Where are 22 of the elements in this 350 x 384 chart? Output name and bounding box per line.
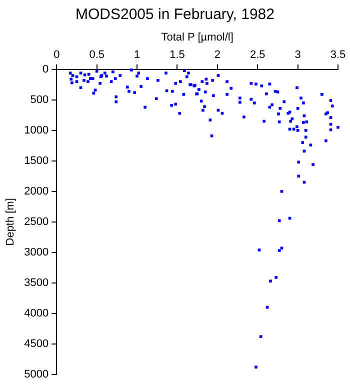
y-tick-label: 2000 (24, 185, 49, 198)
y-tick-label: 500 (30, 94, 49, 106)
y-tick-label: 5000 (24, 368, 49, 380)
x-axis-title: Total P [µmol/l] (161, 32, 234, 44)
x-tick-label: 0 (54, 48, 60, 61)
y-tick-label: 3500 (24, 276, 49, 289)
y-tick-label: 0 (42, 63, 49, 76)
x-tick-label: 2 (214, 48, 220, 61)
y-tick-label: 3000 (24, 246, 49, 258)
x-tick-label: 1 (134, 48, 140, 61)
chart-title: MODS2005 in February, 1982 (74, 6, 276, 23)
y-axis-title: Depth [m] (4, 198, 17, 246)
y-tick-label: 1000 (24, 124, 49, 136)
y-tick-label: 1500 (24, 154, 49, 167)
y-tick-label: 2500 (24, 216, 49, 228)
y-tick-label: 4500 (24, 338, 49, 350)
x-tick-label: 3.5 (330, 48, 346, 61)
x-tick-label: 1.5 (170, 48, 185, 61)
x-tick-label: 3 (294, 48, 301, 61)
y-tick-label: 4000 (24, 307, 49, 320)
x-tick-label: 0.5 (89, 48, 105, 61)
x-tick-label: 2.5 (250, 48, 266, 61)
